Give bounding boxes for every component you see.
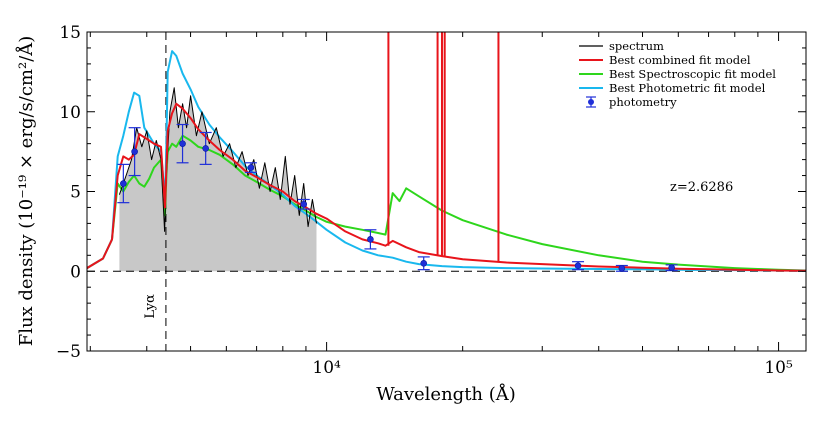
y-axis-label: Flux density (10⁻¹⁹ × erg/s/cm²/Å) [15,36,37,347]
photometry-marker [131,148,138,155]
spectrum-fill-area [119,87,317,272]
photometry-point [615,264,628,272]
photometry-point [128,127,141,177]
y-tick-label: 10 [59,103,81,123]
photometry-marker [247,164,255,171]
legend-label: Best Photometric fit model [609,81,766,95]
photometry-point [364,229,377,250]
photometry-marker [202,145,209,152]
legend-item: spectrum [579,39,664,53]
legend-label: Best Spectroscopic fit model [609,67,776,81]
y-tick-label: 5 [70,183,81,203]
legend-item: photometry [586,95,677,109]
y-tick-label: 0 [70,262,81,282]
photometry-point [117,163,130,204]
y-tick-label: 15 [59,23,81,43]
redshift-annotation: z=2.6286 [670,180,733,195]
x-tick-label: 10⁴ [312,358,341,378]
photometry-marker [120,180,127,187]
photometry-marker [300,200,308,208]
axis-ticks: −5 0 5 10 15 10⁴ 10⁵ [56,23,806,378]
photometry-marker [668,264,675,272]
x-axis-label: Wavelength (Å) [376,383,516,405]
x-tick-label: 10⁵ [764,358,793,378]
photometry-point [199,131,212,165]
series-group [87,32,806,272]
lya-label: Lyα [143,294,158,319]
legend-label: Best combined fit model [609,53,751,67]
legend-item: Best combined fit model [579,53,751,67]
photometry-point [417,256,430,271]
spectrum-coverage-fill [119,87,317,272]
legend-label: photometry [609,95,677,109]
photometry-marker [618,265,626,272]
photometry-marker [574,262,582,269]
photometry-point [297,198,310,210]
y-tick-label: −5 [56,342,81,362]
legend-marker-photometry [588,99,594,105]
photometry-point [572,261,585,271]
photometry-marker [367,236,374,243]
legend-label: spectrum [609,39,664,53]
legend-item: Best Spectroscopic fit model [579,67,776,81]
legend-item: Best Photometric fit model [579,81,766,95]
photometry-marker [420,259,428,267]
photometry-point [244,162,257,173]
combined-fit-line [87,102,806,272]
spectrum-line [118,87,317,232]
photometry-point [176,123,189,164]
photometry-point [665,264,678,272]
photometry-group [117,123,678,272]
photometry-marker [179,140,186,147]
